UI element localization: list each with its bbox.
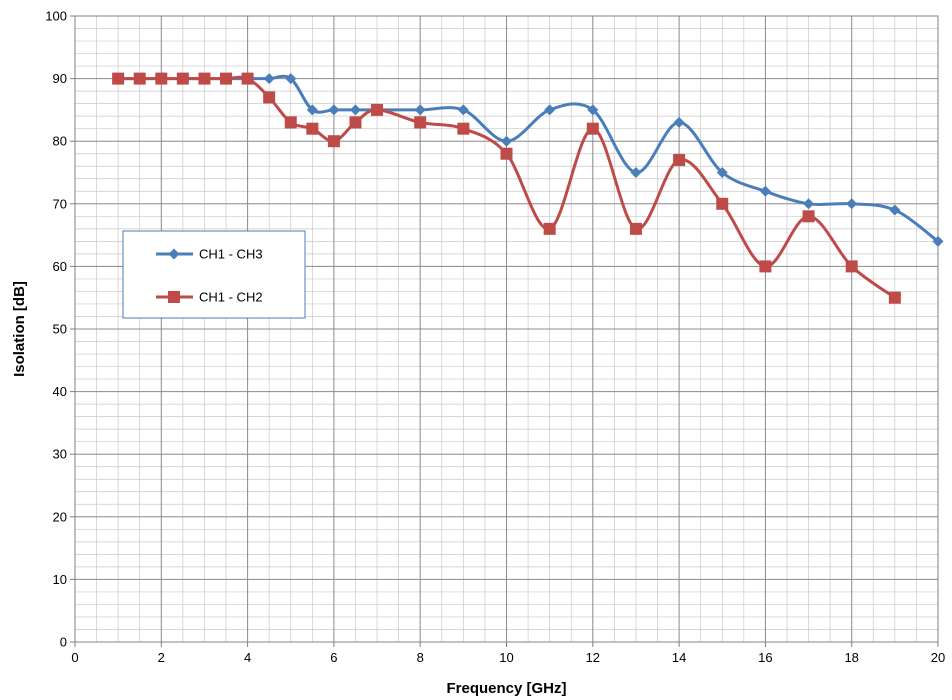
data-point [414, 116, 427, 129]
y-tick-label: 60 [53, 259, 67, 274]
data-point [457, 104, 469, 116]
data-point [802, 210, 815, 223]
legend-swatch-marker [168, 291, 180, 303]
x-tick-label: 12 [586, 650, 600, 665]
data-point [349, 116, 362, 129]
data-point [500, 147, 513, 160]
series-2 [112, 72, 901, 304]
data-point [155, 72, 168, 85]
data-point [414, 104, 426, 116]
data-point [673, 153, 686, 166]
data-point [716, 167, 728, 178]
data-point [176, 72, 189, 85]
data-point [133, 72, 146, 85]
data-point [306, 122, 319, 135]
data-point [845, 260, 858, 273]
x-tick-label: 10 [499, 650, 513, 665]
x-tick-label: 4 [244, 650, 251, 665]
y-tick-label: 80 [53, 134, 67, 149]
data-point [889, 204, 901, 216]
y-tick-label: 0 [60, 635, 67, 650]
data-point [716, 197, 729, 210]
data-point [673, 116, 685, 128]
data-point [803, 198, 815, 210]
y-tick-label: 100 [45, 9, 67, 24]
x-tick-label: 20 [931, 650, 945, 665]
x-tick-label: 6 [330, 650, 337, 665]
x-tick-label: 14 [672, 650, 686, 665]
legend-swatch-marker [168, 248, 180, 260]
x-tick-label: 18 [844, 650, 858, 665]
data-point [198, 72, 211, 85]
legend-box [122, 230, 306, 319]
data-point [112, 72, 125, 85]
x-axis-title: Frequency [GHz] [446, 680, 566, 697]
data-point [328, 104, 340, 116]
legend-item: CH1 - CH2 [156, 290, 263, 305]
y-tick-label: 20 [53, 509, 67, 524]
y-tick-label: 90 [53, 71, 67, 86]
data-point [543, 222, 556, 235]
data-point [501, 135, 512, 147]
data-point [220, 72, 233, 85]
y-tick-label: 70 [53, 196, 67, 211]
data-point [586, 122, 599, 135]
y-tick-label: 50 [53, 322, 67, 337]
data-point [327, 135, 340, 148]
data-point [932, 235, 944, 247]
legend-label: CH1 - CH3 [199, 247, 263, 262]
data-point [759, 260, 772, 273]
data-point [759, 185, 771, 197]
data-point [457, 122, 470, 135]
data-point [263, 73, 275, 85]
x-tick-label: 8 [417, 650, 424, 665]
x-tick-label: 16 [758, 650, 772, 665]
data-point [371, 103, 384, 116]
data-point [846, 198, 858, 210]
legend-item: CH1 - CH3 [156, 247, 263, 262]
data-point [630, 167, 642, 178]
y-axis-title: Isolation [dB] [11, 281, 28, 377]
data-point [241, 72, 254, 85]
legend-label: CH1 - CH2 [199, 290, 263, 305]
y-tick-label: 40 [53, 384, 67, 399]
y-tick-label: 10 [53, 572, 67, 587]
y-axis-ticks: 0 10 20 30 40 50 60 70 80 90 100 [45, 9, 75, 650]
data-point [888, 291, 901, 304]
data-point [285, 73, 297, 85]
data-point [263, 91, 276, 104]
data-point [587, 104, 599, 116]
y-tick-label: 30 [53, 447, 67, 462]
x-axis-ticks: 0 2 4 6 8 10 12 14 16 18 20 [71, 642, 945, 665]
data-point [306, 104, 318, 116]
data-point [544, 104, 556, 116]
series-layer [112, 72, 944, 304]
legend: CH1 - CH3 CH1 - CH2 [122, 230, 306, 319]
data-point [284, 116, 297, 129]
data-point [629, 222, 642, 235]
x-tick-label: 0 [71, 650, 78, 665]
x-tick-label: 2 [158, 650, 165, 665]
data-point [349, 104, 361, 116]
